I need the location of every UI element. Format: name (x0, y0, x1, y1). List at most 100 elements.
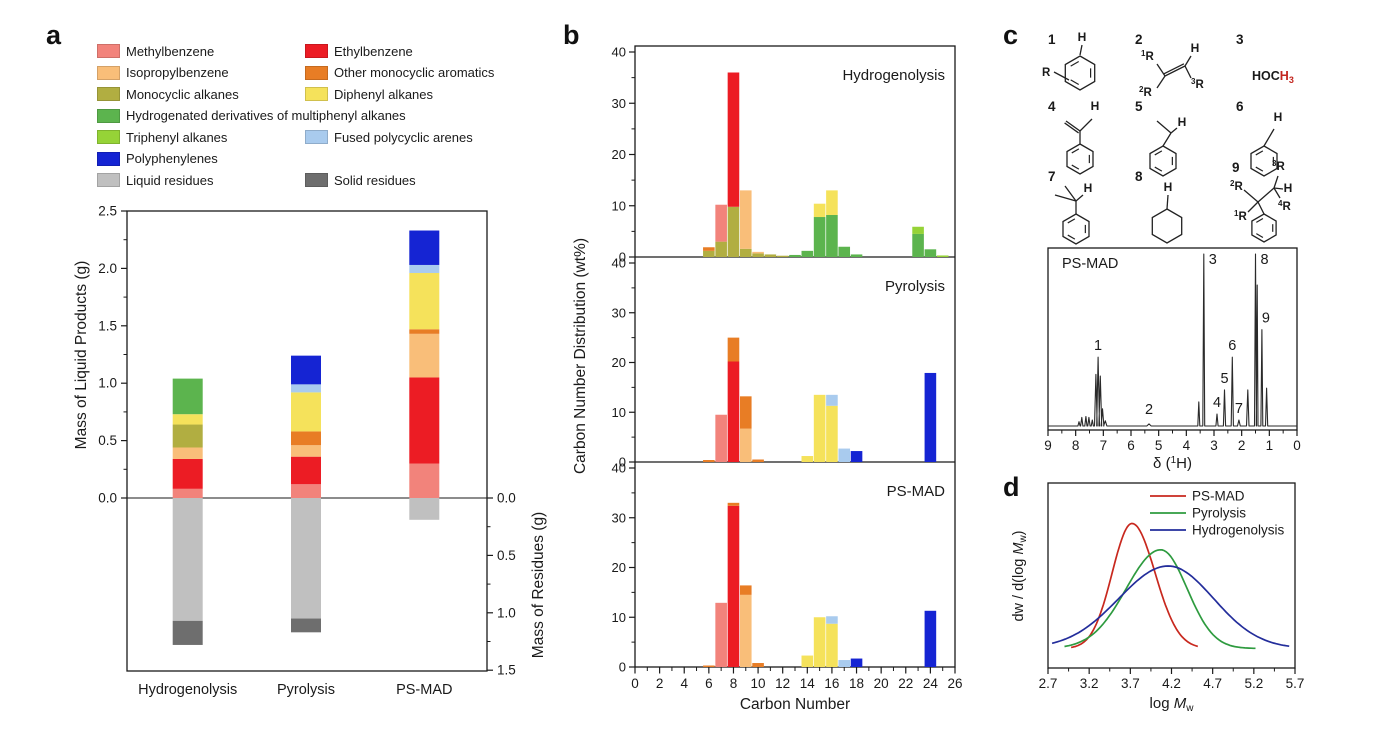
structure-number: 9 (1232, 160, 1240, 175)
bar-segment-methylbenzene (409, 463, 440, 498)
bar-segment-other_monocyclic (727, 502, 740, 506)
legend-swatch-hydrogenated_derivatives (97, 108, 120, 123)
legend-swatch-polyphenylenes (97, 151, 120, 166)
x-tick-label: 16 (824, 676, 839, 691)
bar-segment-hydrogenated_derivatives (789, 254, 801, 257)
panel-b-letter: b (563, 20, 580, 50)
gpc-curve-ps-mad (1070, 522, 1199, 649)
r-main: R (1276, 161, 1285, 173)
bar-segment-hydrogenated_derivatives (172, 378, 203, 415)
y-right-tick-label: 1.0 (497, 605, 516, 620)
y-left-tick-label: 2.0 (98, 261, 117, 276)
bar-segment-diphenyl_alkanes (409, 272, 440, 330)
r-group-label: 1R (1141, 49, 1154, 63)
y-tick-label: 0 (619, 455, 626, 470)
bar-segment-diphenyl_alkanes (801, 456, 814, 462)
x-tick-label: 8 (730, 676, 738, 691)
double-bond (1071, 164, 1080, 170)
structure-number: 7 (1048, 169, 1056, 184)
structure-number: 6 (1236, 99, 1244, 114)
r-main: R (1195, 79, 1204, 91)
y-left-tick-label: 2.5 (98, 204, 117, 219)
r-sup: 2 (1230, 179, 1235, 188)
tspan: log (1150, 695, 1174, 712)
h-atom-label: H (1078, 30, 1087, 44)
bar-segment-hydrogenated_derivatives (838, 246, 851, 257)
nmr-peak-label: 2 (1145, 402, 1153, 418)
bar-segment-monocyclic_alkanes (776, 255, 789, 257)
gpc-curve-pyrolysis (1064, 548, 1256, 650)
bar-segment-fused_polycyclic (838, 660, 851, 667)
y-tick-label: 30 (612, 510, 626, 525)
bar-segment-solid_residues (172, 620, 203, 645)
legend-item-ethylbenzene: Ethylbenzene (305, 43, 413, 59)
y-tick-label: 40 (612, 45, 626, 60)
nmr-x-axis-title: δ (1H) (1153, 455, 1192, 472)
bar-segment-polyphenylenes (924, 610, 937, 667)
d-x-tick-label: 5.2 (1244, 676, 1263, 691)
tspan: H) (1176, 455, 1192, 472)
h-atom-label: H (1284, 181, 1293, 195)
r-group-label: 4R (1278, 199, 1291, 213)
formula-label: HOCH3 (1252, 69, 1294, 85)
bar-segment-polyphenylenes (850, 658, 863, 667)
legend-label-pyrolysis: Pyrolysis (1192, 506, 1246, 521)
bond (1054, 194, 1077, 202)
bar-segment-diphenyl_alkanes (813, 394, 826, 462)
bar-segment-monocyclic_alkanes (715, 241, 727, 257)
bond (1079, 44, 1083, 56)
legend-item-isopropylbenzene: Isopropylbenzene (97, 65, 229, 80)
legend-label-fused_polycyclic: Fused polycyclic arenes (334, 129, 473, 145)
bar-segment-hydrogenated_derivatives (826, 214, 838, 257)
nmr-trace (1048, 253, 1297, 427)
bond (1075, 194, 1084, 202)
bar-segment-ethylbenzene (727, 72, 740, 207)
legend-label-methylbenzene: Methylbenzene (126, 43, 215, 59)
nmr-x-tick-label: 9 (1044, 438, 1052, 453)
bar-segment-monocyclic_alkanes (764, 254, 777, 257)
nmr-x-tick-label: 7 (1100, 438, 1108, 453)
bar-segment-isopropylbenzene (739, 594, 752, 667)
d-x-tick-label: 2.7 (1039, 676, 1058, 691)
x-tick-label: 2 (656, 676, 664, 691)
legend-label-monocyclic_alkanes: Monocyclic alkanes (126, 86, 239, 102)
subplot-title: Hydrogenolysis (842, 67, 945, 84)
nmr-x-tick-label: 0 (1293, 438, 1301, 453)
x-tick-label: 12 (775, 676, 790, 691)
nmr-x-tick-label: 1 (1266, 438, 1274, 453)
nmr-peak-label: 3 (1209, 252, 1217, 268)
panel-a-letter: a (46, 20, 62, 50)
bond (1164, 65, 1186, 77)
legend-label-diphenyl_alkanes: Diphenyl alkanes (334, 86, 434, 102)
bar-segment-polyphenylenes (291, 355, 321, 385)
legend-label-isopropylbenzene: Isopropylbenzene (126, 65, 229, 80)
double-bond (1070, 79, 1080, 86)
y-tick-label: 30 (612, 96, 626, 111)
bar-segment-other_monocyclic (703, 247, 715, 251)
bond (1064, 185, 1077, 202)
nmr-x-tick-label: 4 (1183, 438, 1191, 453)
bond (1273, 187, 1281, 199)
bond (1156, 120, 1172, 134)
h-atom-label: H (1091, 99, 1100, 113)
ring-bond (1066, 143, 1094, 175)
panel-b-chart: 010203040Hydrogenolysis010203040Pyrolysi… (572, 45, 963, 714)
y-tick-label: 40 (612, 256, 626, 271)
bar-segment-diphenyl_alkanes (813, 203, 826, 218)
structure-number: 1 (1048, 32, 1056, 47)
y-tick-label: 20 (612, 560, 626, 575)
bond (1064, 122, 1079, 134)
double-bond (1071, 148, 1080, 154)
bond (1257, 187, 1275, 203)
legend-swatch-triphenyl_alkanes (97, 130, 120, 144)
subplot-title: Pyrolysis (885, 278, 945, 295)
y-tick-label: 40 (612, 461, 626, 476)
x-tick-label: 6 (705, 676, 713, 691)
legend-label-ethylbenzene: Ethylbenzene (334, 43, 413, 59)
y-left-axis-title: Mass of Liquid Products (g) (73, 261, 90, 450)
bar-segment-polyphenylenes (850, 451, 863, 462)
y-tick-label: 30 (612, 305, 626, 320)
